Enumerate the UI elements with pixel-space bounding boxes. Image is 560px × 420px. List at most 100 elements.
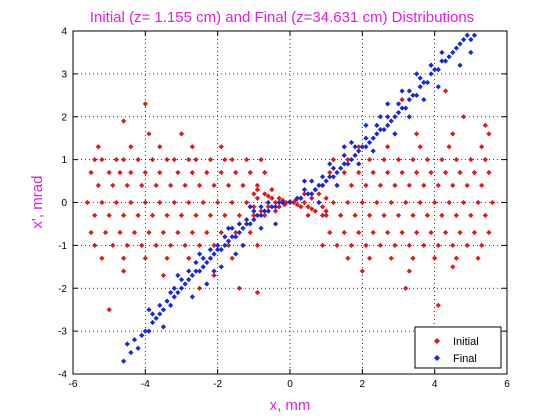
data-point-final [139,332,145,339]
data-point-final [319,174,326,180]
data-point-initial [149,212,156,218]
data-point-initial [222,157,228,163]
data-point-final [168,289,174,296]
data-point-initial [265,193,271,199]
data-point-final [298,195,304,201]
data-point-final [399,105,405,111]
data-point-initial [435,302,441,309]
data-point-final [305,191,311,197]
data-point-initial [160,229,167,236]
data-point-final [186,277,192,283]
data-point-initial [233,169,239,176]
data-point-initial [479,182,485,188]
data-point-final [370,148,376,154]
data-point-final [276,199,282,206]
x-axis-ticks: -6 -4 -2 0 2 4 6 [69,31,510,390]
data-point-final [439,58,445,64]
data-point-initial [413,131,420,137]
data-point-final [301,187,308,193]
data-point-initial [330,157,337,163]
data-point-initial [316,191,322,197]
data-point-final [258,212,264,218]
data-point-final [417,75,423,81]
data-point-initial [106,212,112,218]
data-point-final [439,49,445,56]
data-point-initial [385,144,391,150]
data-point-final [164,298,170,304]
data-point-final [406,96,412,103]
data-point-final [207,247,214,253]
data-point-initial [345,255,351,261]
y-tick-label: -4 [58,370,67,381]
legend-label-initial: Initial [453,336,479,348]
data-point-initial [428,229,434,236]
data-point-initial [475,199,481,206]
data-point-final [157,302,163,309]
data-point-initial [128,144,134,150]
data-point-initial [193,157,199,163]
data-point-final [211,268,217,274]
data-point-final [229,225,235,231]
data-point-initial [102,229,109,236]
data-point-initial [269,195,275,201]
data-point-initial [446,199,452,206]
data-point-final [377,114,384,120]
data-point-initial [182,182,188,188]
data-point-initial [450,182,456,188]
data-point-initial [486,131,492,137]
data-point-final [262,208,268,214]
data-point-initial [294,202,300,208]
data-point-initial [345,199,351,206]
data-point-final [247,204,253,210]
data-point-initial [229,199,235,206]
data-point-initial [196,182,203,188]
data-point-initial [413,229,420,236]
data-point-initial [421,182,427,188]
data-point-final [471,32,478,38]
data-point-final [272,221,279,227]
data-point-final [142,328,148,334]
x-tick-label: -2 [213,379,222,390]
data-point-final [131,337,138,343]
data-point-initial [262,191,268,197]
data-point-initial [236,285,242,291]
data-point-final [157,311,163,317]
data-point-initial [178,131,185,137]
data-point-initial [164,212,170,218]
data-point-initial [121,157,127,163]
data-point-initial [464,182,470,188]
data-point-initial [323,195,329,201]
y-tick-label: -3 [58,327,67,338]
data-point-final [406,114,412,120]
data-point-final [218,247,224,253]
data-point-final [323,178,329,184]
data-point-initial [186,199,192,206]
data-point-initial [377,242,384,248]
data-point-final [457,41,463,47]
data-point-final [410,92,416,98]
data-point-initial [113,157,120,163]
legend-marker-final-glyph [433,354,441,362]
data-point-initial [410,212,416,218]
data-point-initial [442,169,449,176]
data-point-final [254,212,261,218]
legend-label-final: Final [453,353,477,365]
data-point-initial [319,204,326,210]
data-point-initial [110,182,116,188]
data-point-final [225,225,232,231]
data-point-final [265,208,271,214]
data-point-final [193,268,199,274]
data-point-initial [319,212,326,218]
data-point-final [370,135,376,141]
y-tick-label: 4 [61,27,67,38]
data-point-final [334,169,340,176]
data-point-initial [124,242,130,248]
data-point-initial [92,157,98,163]
data-point-initial [305,204,311,210]
data-point-initial [146,131,152,137]
x-tick-label: -4 [141,379,150,390]
data-point-initial [341,229,347,236]
data-point-final [301,178,308,184]
data-point-initial [251,191,257,197]
